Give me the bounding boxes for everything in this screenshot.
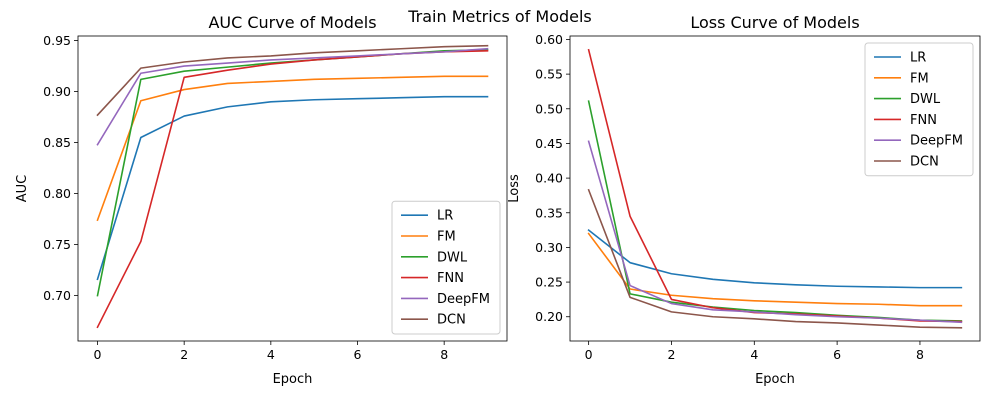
auc-legend-label-dcn: DCN [437,313,466,328]
loss-series-line-lr [587,228,963,289]
auc-legend-label-fnn: FNN [437,271,464,286]
loss-y-tick-label: 0.30 [535,240,563,255]
auc-y-axis-label: AUC [15,175,30,203]
loss-legend-box [864,42,974,177]
auc-x-tick-label: 8 [440,347,448,362]
auc-legend-box [391,200,501,335]
loss-series-line-fm [587,232,963,307]
auc-x-tick-label: 4 [267,347,275,362]
loss-legend-label-dwl: DWL [910,92,941,107]
auc-y-tick-label: 0.95 [43,33,71,48]
loss-legend-label-lr: LR [910,51,926,66]
loss-legend-label-fnn: FNN [910,113,937,128]
loss-series-line-deepfm [587,140,963,324]
loss-y-tick-label: 0.50 [535,101,563,116]
loss-legend-label-fm: FM [910,71,929,86]
auc-legend-label-fm: FM [437,230,456,245]
loss-legend-label-deepfm: DeepFM [910,134,963,149]
auc-series-line-deepfm [96,47,489,146]
auc-x-tick-label: 0 [94,347,102,362]
loss-y-tick-label: 0.35 [535,205,563,220]
loss-subplot: 0 2 4 6 8 0.20 0.25 0.30 0.35 0.40 0.45 0.50 0.55 0.6… [507,13,981,387]
loss-x-tick-label: 2 [667,347,675,362]
loss-y-tick-label: 0.40 [535,171,563,186]
auc-subplot: 0 2 4 6 8 0.70 0.75 0.80 0.85 0.90 0.95 AUC Curve o… [15,13,508,387]
auc-y-tick-label: 0.70 [43,288,71,303]
auc-series-line-lr [96,95,489,281]
loss-x-tick-label: 6 [833,347,841,362]
loss-y-axis-label: Loss [507,174,522,203]
auc-y-tick-label: 0.90 [43,84,71,99]
auc-series-line-fm [96,75,489,222]
loss-y-tick-label: 0.25 [535,275,563,290]
auc-x-axis-label: Epoch [273,372,313,387]
loss-legend: LR FM DWL FNN DeepFM DCN [864,42,974,177]
loss-legend-label-dcn: DCN [910,155,939,170]
loss-x-tick-label: 4 [750,347,758,362]
auc-y-tick-label: 0.75 [43,237,71,252]
loss-y-tick-label: 0.55 [535,67,563,82]
loss-x-axis-label: Epoch [755,372,795,387]
loss-x-tick-label: 8 [916,347,924,362]
loss-x-tick-label: 0 [585,347,593,362]
auc-axes-frame [77,35,508,342]
figure-title: Train Metrics of Models [407,7,592,26]
loss-subplot-title: Loss Curve of Models [690,13,859,32]
loss-y-tick-label: 0.20 [535,309,563,324]
auc-subplot-title: AUC Curve of Models [208,13,376,32]
auc-legend-label-dwl: DWL [437,250,468,265]
auc-y-tick-label: 0.80 [43,186,71,201]
auc-legend: LR FM DWL FNN DeepFM DCN [391,200,501,335]
loss-y-tick-label: 0.45 [535,136,563,151]
auc-legend-label-deepfm: DeepFM [437,292,490,307]
loss-y-tick-label: 0.60 [535,32,563,47]
auc-legend-label-lr: LR [437,209,453,224]
auc-x-tick-label: 2 [180,347,188,362]
loss-series-line-dcn [587,188,963,329]
auc-x-tick-label: 6 [354,347,362,362]
loss-axes-frame [569,35,981,342]
auc-series-line-dcn [96,44,489,117]
auc-y-tick-label: 0.85 [43,135,71,150]
